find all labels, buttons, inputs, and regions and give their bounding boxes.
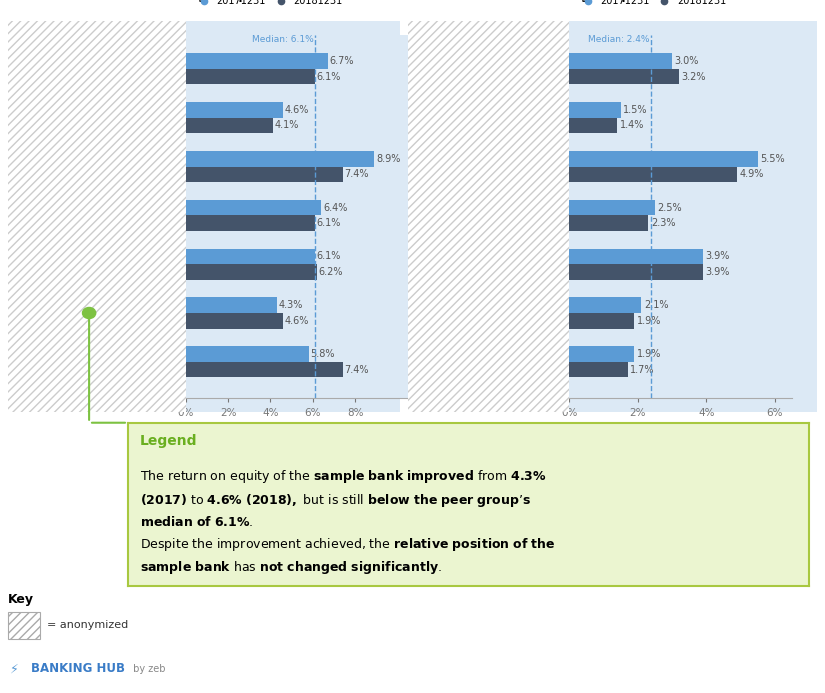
Text: Legend: Legend (140, 434, 198, 448)
Text: 6.2%: 6.2% (318, 267, 343, 277)
Text: The return on equity of the $\bf{sample\ bank\ improved}$ from $\bf{4.3\%}$
$\bf: The return on equity of the $\bf{sample\… (140, 468, 556, 576)
Bar (186, 200, 322, 216)
Text: 2.3%: 2.3% (651, 218, 676, 228)
Text: Key: Key (8, 593, 35, 606)
Text: 4.1%: 4.1% (274, 121, 299, 130)
Bar (569, 346, 634, 362)
Text: 6.1%: 6.1% (317, 71, 341, 82)
Text: = anonymized: = anonymized (47, 620, 129, 630)
Text: 6.1%: 6.1% (317, 218, 341, 228)
Text: 2.1%: 2.1% (644, 300, 668, 310)
Text: 1.9%: 1.9% (637, 316, 662, 326)
Bar (569, 264, 703, 280)
Bar (186, 102, 283, 118)
Bar (569, 362, 628, 378)
Bar (569, 166, 738, 182)
Text: ⚡: ⚡ (10, 663, 18, 675)
Text: 6.7%: 6.7% (329, 56, 354, 66)
Bar (186, 151, 375, 166)
Text: 6.4%: 6.4% (323, 202, 347, 213)
Text: 4.9%: 4.9% (740, 169, 764, 179)
Legend: 20171231, 20181231: 20171231, 20181231 (191, 0, 346, 10)
Text: 8.9%: 8.9% (376, 154, 400, 164)
Text: 5.5%: 5.5% (761, 154, 785, 164)
Bar (186, 53, 328, 69)
Text: 7.4%: 7.4% (344, 169, 369, 179)
Bar (569, 313, 634, 328)
Legend: 20171231, 20181231: 20171231, 20181231 (574, 0, 730, 10)
Bar (569, 118, 617, 133)
Bar (186, 166, 342, 182)
Bar (569, 249, 703, 264)
Text: 2.5%: 2.5% (658, 202, 682, 213)
Text: Median: 2.4%: Median: 2.4% (588, 35, 650, 44)
Text: 4.6%: 4.6% (285, 105, 309, 115)
Bar (569, 216, 648, 231)
Bar (569, 297, 641, 313)
Text: Sample bank: Sample bank (60, 308, 137, 318)
Bar (186, 118, 272, 133)
Text: 1.4%: 1.4% (620, 121, 644, 130)
Bar (186, 362, 342, 378)
Bar (186, 346, 309, 362)
Text: Eigenkapitalrendite (vor Steuern): Eigenkapitalrendite (vor Steuern) (186, 0, 409, 1)
Text: 1.5%: 1.5% (624, 105, 648, 115)
Text: by zeb: by zeb (130, 664, 165, 674)
Bar (186, 313, 283, 328)
Text: 1.7%: 1.7% (630, 365, 655, 375)
Text: 7.4%: 7.4% (344, 365, 369, 375)
Bar (186, 297, 277, 313)
Bar (186, 216, 315, 231)
Bar (569, 151, 757, 166)
Bar (8, 612, 40, 639)
Bar (186, 69, 315, 85)
Bar (569, 69, 679, 85)
Text: 3.2%: 3.2% (681, 71, 706, 82)
Text: Median: 6.1%: Median: 6.1% (252, 35, 314, 44)
Text: 3.0%: 3.0% (675, 56, 699, 66)
Bar (186, 249, 315, 264)
Text: 5.8%: 5.8% (310, 349, 335, 359)
Bar (186, 264, 317, 280)
Text: 3.9%: 3.9% (705, 267, 730, 277)
Bar (569, 200, 655, 216)
Text: Eigenkapitalrendite (nach Steuern): Eigenkapitalrendite (nach Steuern) (569, 0, 804, 1)
Bar (569, 102, 620, 118)
Text: Sample bank: Sample bank (444, 308, 521, 318)
Text: BANKING HUB: BANKING HUB (31, 663, 125, 675)
Text: 4.6%: 4.6% (285, 316, 309, 326)
Bar (569, 53, 672, 69)
Text: 6.1%: 6.1% (317, 252, 341, 261)
Text: 4.3%: 4.3% (279, 300, 303, 310)
Text: 1.9%: 1.9% (637, 349, 662, 359)
Text: 3.9%: 3.9% (705, 252, 730, 261)
